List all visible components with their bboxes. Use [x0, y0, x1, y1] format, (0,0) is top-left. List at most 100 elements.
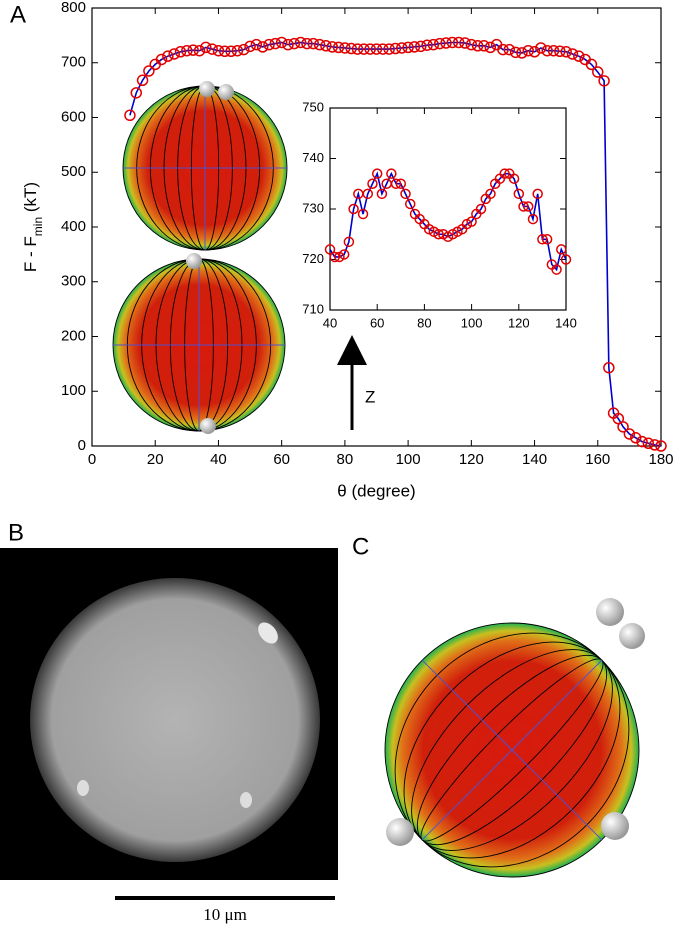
- data-point: [364, 43, 376, 55]
- bead: [199, 81, 215, 97]
- data-point: [362, 188, 374, 200]
- x-tick-label: 80: [337, 451, 354, 468]
- data-point: [642, 437, 655, 450]
- data-line: [329, 171, 567, 272]
- y-tick-label: 740: [302, 150, 324, 165]
- data-point: [598, 75, 610, 87]
- data-point: [556, 244, 567, 255]
- data-point: [371, 168, 383, 179]
- data-point: [162, 50, 174, 62]
- data-point: [585, 58, 598, 71]
- data-point: [386, 168, 397, 179]
- bead: [386, 818, 414, 846]
- data-point: [404, 198, 416, 210]
- data-point: [503, 43, 516, 56]
- y-tick-label: 700: [61, 54, 86, 71]
- y-tick-label: 800: [61, 0, 86, 16]
- data-point: [655, 440, 667, 452]
- y-axis-label-part: min: [31, 217, 45, 236]
- data-point: [377, 43, 389, 55]
- data-point: [324, 244, 336, 255]
- data-point: [155, 53, 168, 66]
- x-tick-label: 40: [210, 451, 227, 468]
- data-point: [527, 213, 539, 225]
- data-point: [554, 45, 566, 58]
- data-point: [532, 188, 543, 200]
- data-point: [307, 37, 320, 50]
- data-point: [427, 38, 440, 51]
- data-point: [541, 44, 553, 57]
- x-axis-label: θ (degree): [337, 481, 415, 500]
- bead: [186, 253, 202, 269]
- data-point: [395, 178, 407, 189]
- data-point: [466, 216, 477, 227]
- data-point: [250, 38, 263, 51]
- data-point: [516, 47, 528, 59]
- x-tick-label: 140: [522, 451, 547, 468]
- data-point: [275, 36, 288, 49]
- data-point: [168, 48, 180, 60]
- data-point: [206, 43, 218, 55]
- data-point: [351, 43, 364, 55]
- data-point: [573, 50, 585, 62]
- data-point: [200, 41, 212, 54]
- data-point: [345, 42, 357, 55]
- y-tick-label: 750: [302, 99, 324, 114]
- data-point: [415, 40, 427, 53]
- data-point: [522, 201, 534, 212]
- data-point: [130, 87, 143, 99]
- x-tick-label: 60: [370, 315, 384, 330]
- y-tick-label: 720: [302, 251, 324, 266]
- data-point: [143, 65, 155, 77]
- data-point: [471, 40, 484, 52]
- data-point: [225, 45, 237, 58]
- x-tick-label: 160: [585, 451, 610, 468]
- panel-label: C: [352, 533, 369, 560]
- data-point: [560, 254, 572, 265]
- y-tick-label: 200: [61, 327, 86, 344]
- data-point: [348, 203, 359, 215]
- data-point: [513, 188, 525, 200]
- illustrations: [112, 81, 645, 878]
- data-point: [603, 361, 615, 374]
- data-point: [390, 178, 402, 189]
- data-point: [370, 43, 383, 55]
- y-tick-label: 400: [61, 218, 86, 235]
- data-point: [237, 43, 250, 56]
- data-point: [592, 66, 604, 78]
- data-point: [256, 41, 269, 53]
- data-point: [326, 41, 338, 53]
- data-point: [509, 46, 522, 59]
- data-point: [537, 234, 548, 245]
- sphere: [384, 622, 640, 878]
- y-tick-label: 710: [302, 301, 324, 316]
- bead: [200, 418, 216, 434]
- x-tick-label: 180: [648, 451, 673, 468]
- data-point: [332, 41, 345, 54]
- data-point: [320, 40, 332, 52]
- y-tick-label: 730: [302, 200, 324, 215]
- data-point: [648, 439, 661, 451]
- panel-label: B: [8, 519, 24, 546]
- x-tick-label: 20: [147, 451, 164, 468]
- y-tick-label: 100: [61, 382, 86, 399]
- y-tick-label: 500: [61, 163, 86, 180]
- x-tick-label: 80: [417, 315, 431, 330]
- data-point: [433, 37, 446, 50]
- bead: [601, 812, 629, 840]
- data-point: [338, 249, 350, 260]
- data-point: [522, 44, 534, 57]
- x-tick-label: 120: [459, 451, 484, 468]
- data-point: [636, 435, 648, 448]
- y-tick-label: 600: [61, 108, 86, 125]
- bead: [218, 84, 234, 100]
- data-point: [459, 37, 471, 49]
- sphere: [112, 258, 286, 432]
- data-point: [440, 37, 452, 49]
- data-point: [547, 44, 560, 57]
- data-point: [244, 40, 256, 53]
- scale-bar-label: 10 μm: [203, 905, 247, 924]
- data-point: [400, 188, 411, 200]
- y-axis-label: F - Fmin (kT): [21, 182, 45, 272]
